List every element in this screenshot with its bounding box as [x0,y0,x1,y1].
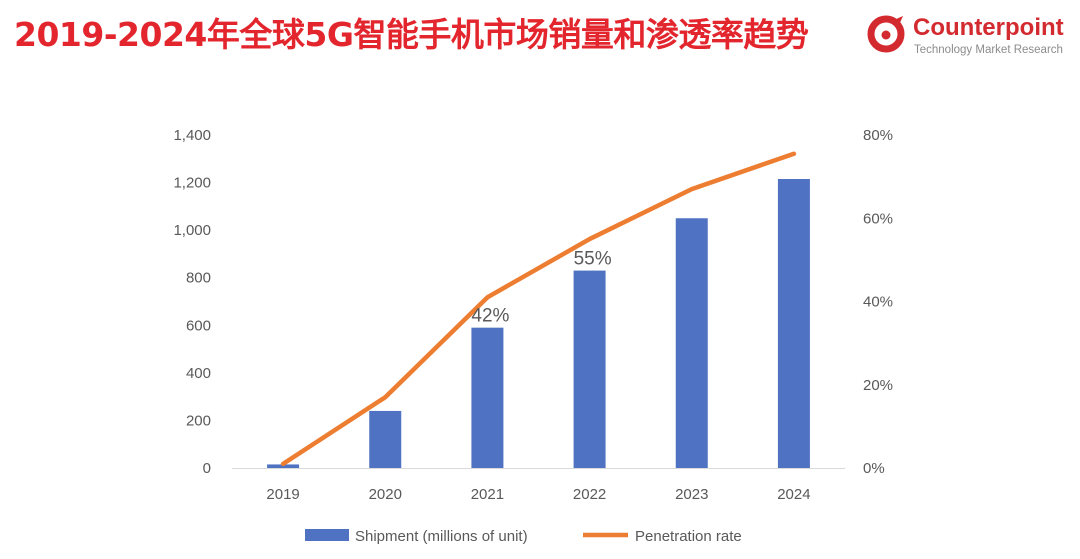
chart-title: 2019-2024年全球5G智能手机市场销量和渗透率趋势 [14,15,809,54]
right-axis: 0% 20% 40% 60% 80% [863,127,893,477]
left-axis: 0 200 400 600 800 1,000 1,200 1,400 [173,127,211,477]
x-tick-label: 2022 [573,486,606,503]
bar-series [267,179,810,468]
logo-name: Counterpoint [913,14,1064,41]
counterpoint-logo: Counterpoint Technology Market Research [866,12,1076,60]
x-tick-label: 2019 [266,486,299,503]
bar-2024 [777,179,810,468]
left-tick-label: 1,200 [173,175,211,192]
right-tick-label: 40% [863,294,893,311]
left-tick-label: 200 [186,412,211,429]
logo-tagline: Technology Market Research [914,44,1063,56]
right-tick-label: 60% [863,210,893,227]
x-tick-label: 2024 [777,486,810,503]
left-tick-label: 400 [186,365,211,382]
right-tick-label: 80% [863,127,893,144]
left-tick-label: 800 [186,270,211,287]
x-tick-label: 2023 [675,486,708,503]
bar-2019 [267,464,300,468]
legend: Shipment (millions of unit) Penetration r… [305,528,742,545]
left-tick-label: 0 [203,460,211,477]
x-axis: 2019 2020 2021 2022 2023 2024 [266,486,810,503]
right-tick-label: 0% [863,460,885,477]
legend-label-shipment: Shipment (millions of unit) [355,528,528,545]
data-label-2022: 55% [574,249,612,270]
data-labels: 42% 55% [471,249,611,327]
left-tick-label: 600 [186,317,211,334]
bar-2022 [573,270,606,468]
legend-swatch-shipment [305,529,349,541]
bar-2021 [471,327,504,468]
left-tick-label: 1,000 [173,222,211,239]
right-tick-label: 20% [863,377,893,394]
legend-label-penetration: Penetration rate [635,528,742,545]
left-tick-label: 1,400 [173,127,211,144]
bar-2023 [675,218,708,468]
x-tick-label: 2021 [471,486,504,503]
x-tick-label: 2020 [369,486,402,503]
bar-2020 [369,410,402,468]
penetration-rate-line [280,151,797,467]
counterpoint-logo-icon [867,15,905,53]
data-label-2021: 42% [471,306,509,327]
